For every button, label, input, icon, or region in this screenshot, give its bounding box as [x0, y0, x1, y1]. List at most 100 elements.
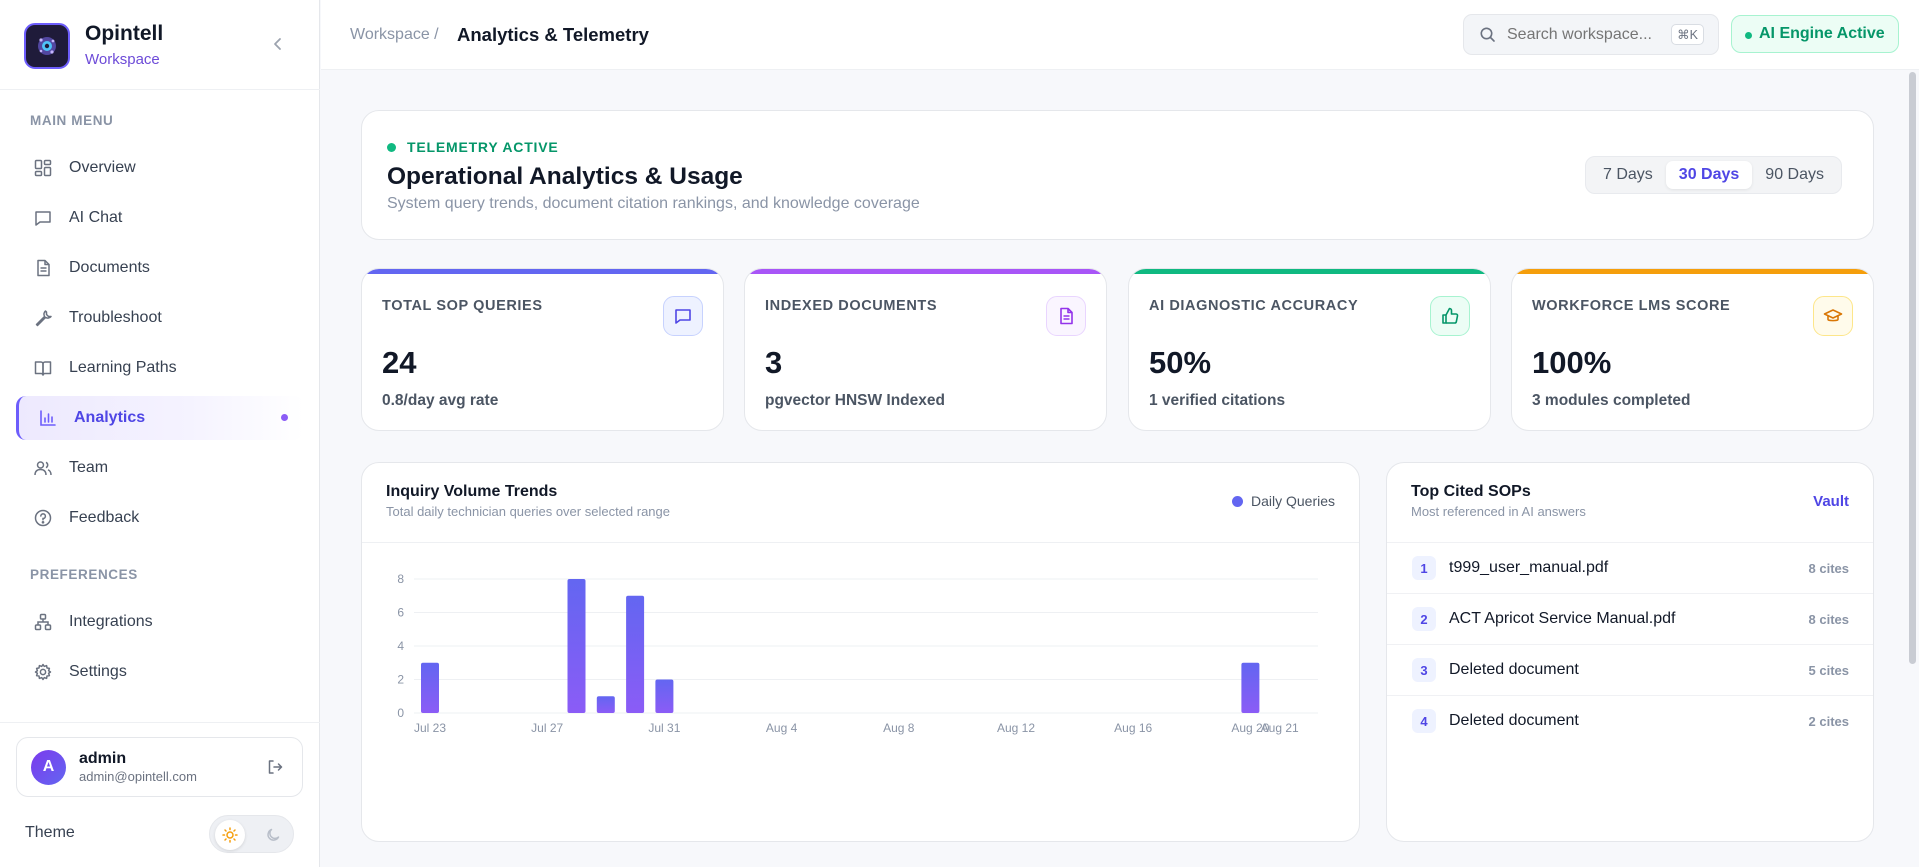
y-tick-label: 0	[397, 706, 404, 720]
breadcrumb-parent[interactable]: Workspace /	[350, 26, 439, 43]
brand-subtitle: Workspace	[85, 51, 160, 68]
engine-status-text: AI Engine Active	[1759, 25, 1885, 42]
cite-count: 5 cites	[1808, 662, 1849, 678]
sidebar-item-ai-chat[interactable]: AI Chat	[16, 196, 304, 240]
telemetry-status-text: TELEMETRY ACTIVE	[407, 139, 559, 155]
vault-link[interactable]: Vault	[1813, 493, 1849, 510]
sidebar-item-label: Troubleshoot	[69, 309, 162, 326]
x-tick-label: Aug 21	[1261, 721, 1299, 735]
legend-label: Daily Queries	[1250, 493, 1335, 509]
range-90-days-button[interactable]: 90 Days	[1765, 166, 1824, 183]
sidebar-divider	[0, 722, 320, 723]
collapse-sidebar-chevron-left-icon[interactable]	[268, 34, 288, 54]
kpi-accent-bar	[362, 269, 723, 274]
chart-subtitle: Total daily technician queries over sele…	[386, 504, 671, 519]
kpi-value: 24	[382, 345, 417, 380]
x-tick-label: Jul 31	[648, 721, 680, 735]
user-name: admin	[79, 750, 127, 767]
x-tick-label: Aug 8	[883, 721, 915, 735]
cite-count: 2 cites	[1808, 713, 1849, 729]
kpi-label: TOTAL SOP QUERIES	[382, 298, 543, 314]
search-shortcut: ⌘K	[1671, 24, 1704, 45]
user-card[interactable]: A admin admin@opintell.com	[16, 737, 303, 797]
sidebar-item-troubleshoot[interactable]: Troubleshoot	[16, 296, 304, 340]
bar-chart: 0 2 4 6 8 Jul 23 Jul 27 Jul 31 Aug 4 Aug 8 Aug 12 A…	[397, 572, 1318, 735]
list-item[interactable]: 4 Deleted document 2 cites	[1387, 695, 1873, 746]
status-dot	[1745, 32, 1752, 39]
range-30-days-button[interactable]: 30 Days	[1665, 161, 1753, 189]
chat-icon	[33, 208, 53, 228]
sidebar-item-label: Settings	[69, 663, 127, 680]
theme-label: Theme	[25, 824, 75, 841]
hero-title: Operational Analytics & Usage	[387, 163, 743, 190]
cited-title: Top Cited SOPs	[1411, 483, 1531, 500]
brand-logo-icon	[24, 22, 70, 69]
kpi-subtext: 0.8/day avg rate	[382, 392, 499, 409]
sidebar-item-settings[interactable]: Settings	[16, 650, 304, 694]
kpi-accent-bar	[1512, 269, 1873, 274]
document-name: ACT Apricot Service Manual.pdf	[1449, 610, 1676, 627]
brand[interactable]: Opintell Workspace	[24, 21, 163, 70]
list-item[interactable]: 1 t999_user_manual.pdf 8 cites	[1387, 542, 1873, 593]
kpi-subtext: 1 verified citations	[1149, 392, 1286, 409]
chart-bar[interactable]	[596, 696, 615, 713]
chart-bar[interactable]	[421, 662, 439, 713]
sidebar-item-label: Integrations	[69, 613, 153, 630]
sun-icon[interactable]	[215, 820, 245, 850]
sidebar-item-team[interactable]: Team	[16, 446, 304, 490]
status-dot	[387, 142, 396, 152]
rank-badge: 4	[1412, 709, 1436, 733]
kpi-value: 50%	[1149, 345, 1212, 380]
logout-icon[interactable]	[266, 758, 284, 776]
preferences-label: PREFERENCES	[30, 567, 138, 582]
x-tick-label: Jul 23	[414, 721, 446, 735]
thumbs-up-icon	[1430, 296, 1470, 336]
sidebar: Opintell Workspace MAIN MENU Overview AI…	[0, 0, 320, 867]
document-name: Deleted document	[1449, 661, 1579, 678]
sidebar-item-feedback[interactable]: Feedback	[16, 496, 304, 540]
chart-bar[interactable]	[1241, 662, 1260, 713]
active-indicator-dot	[281, 414, 288, 421]
scrollbar[interactable]	[1909, 72, 1916, 664]
x-tick-label: Aug 20	[1231, 721, 1269, 735]
chart-bar[interactable]	[567, 579, 586, 713]
file-text-icon	[1046, 296, 1086, 336]
rank-badge: 1	[1412, 556, 1436, 580]
sidebar-item-label: Feedback	[69, 509, 140, 526]
sidebar-item-overview[interactable]: Overview	[16, 146, 304, 190]
rank-badge: 2	[1412, 607, 1436, 631]
search-input[interactable]	[1507, 25, 1657, 44]
kpi-card-workforce-lms-score: WORKFORCE LMS SCORE 100% 3 modules compl…	[1511, 268, 1874, 431]
sidebar-item-integrations[interactable]: Integrations	[16, 600, 304, 644]
gear-icon	[33, 662, 53, 682]
sidebar-item-label: Learning Paths	[69, 359, 177, 376]
kpi-label: WORKFORCE LMS SCORE	[1532, 298, 1731, 314]
list-item[interactable]: 2 ACT Apricot Service Manual.pdf 8 cites	[1387, 593, 1873, 644]
wrench-icon	[33, 308, 53, 328]
list-item[interactable]: 3 Deleted document 5 cites	[1387, 644, 1873, 695]
y-tick-label: 4	[397, 639, 404, 653]
rank-badge: 3	[1412, 658, 1436, 682]
search-box[interactable]: ⌘K	[1463, 14, 1719, 55]
analytics-hero: TELEMETRY ACTIVE Operational Analytics &…	[361, 110, 1874, 240]
chart-bar[interactable]	[626, 595, 645, 713]
main-menu-label: MAIN MENU	[30, 113, 114, 128]
kpi-accent-bar	[745, 269, 1106, 274]
range-7-days-button[interactable]: 7 Days	[1603, 166, 1653, 183]
document-name: Deleted document	[1449, 712, 1579, 729]
date-range-selector: 7 Days 30 Days 90 Days	[1585, 156, 1842, 194]
chart-bar[interactable]	[655, 679, 674, 714]
sidebar-item-learning-paths[interactable]: Learning Paths	[16, 346, 304, 390]
sidebar-item-documents[interactable]: Documents	[16, 246, 304, 290]
graduation-cap-icon	[1813, 296, 1853, 336]
bar-chart-icon	[38, 408, 58, 428]
x-tick-label: Jul 27	[531, 721, 563, 735]
chart-title: Inquiry Volume Trends	[386, 483, 558, 500]
kpi-card-total-sop-queries: TOTAL SOP QUERIES 24 0.8/day avg rate	[361, 268, 724, 431]
sidebar-item-label: Overview	[69, 159, 136, 176]
sidebar-item-analytics[interactable]: Analytics	[16, 396, 304, 440]
moon-icon[interactable]	[258, 820, 288, 850]
theme-toggle[interactable]	[209, 815, 294, 853]
kpi-card-ai-diagnostic-accuracy: AI DIAGNOSTIC ACCURACY 50% 1 verified ci…	[1128, 268, 1491, 431]
x-tick-label: Aug 16	[1114, 721, 1152, 735]
